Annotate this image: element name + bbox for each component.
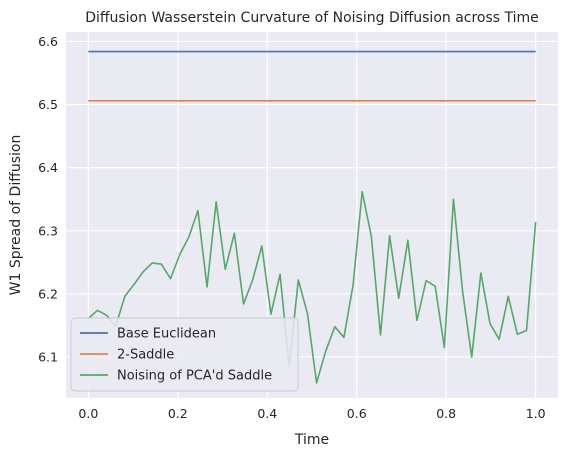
series-group	[87, 50, 537, 384]
y-tick-label: 6.2	[38, 286, 58, 301]
x-tick-label: 0.0	[78, 406, 98, 421]
y-tick-label: 6.4	[38, 160, 58, 175]
chart-title: Diffusion Wasserstein Curvature of Noisi…	[85, 10, 539, 26]
tick-labels: 0.0 0.2 0.4 0.6 0.8 1.0 6.1 6.2 6.3 6.4 6.5 6.6	[38, 34, 546, 421]
x-axis-label: Time	[294, 432, 329, 448]
legend: Base Euclidean 2-Saddle Noising of PCA'd S…	[70, 317, 299, 392]
legend-entry: Noising of PCA'd Saddle	[117, 369, 272, 384]
legend-entry: Base Euclidean	[117, 327, 216, 342]
y-tick-label: 6.5	[38, 97, 58, 112]
legend-entry: 2-Saddle	[117, 348, 174, 363]
y-tick-label: 6.3	[38, 223, 58, 238]
x-tick-label: 0.2	[168, 406, 188, 421]
legend-box	[70, 317, 299, 392]
grid	[66, 32, 558, 398]
series-line-3	[87, 190, 537, 384]
y-tick-label: 6.1	[38, 349, 58, 364]
x-tick-label: 0.6	[347, 406, 367, 421]
y-tick-label: 6.6	[38, 34, 58, 49]
y-axis-label: W1 Spread of Diffusion	[8, 135, 24, 296]
x-tick-label: 1.0	[526, 406, 546, 421]
x-tick-label: 0.4	[257, 406, 277, 421]
x-tick-label: 0.8	[436, 406, 456, 421]
